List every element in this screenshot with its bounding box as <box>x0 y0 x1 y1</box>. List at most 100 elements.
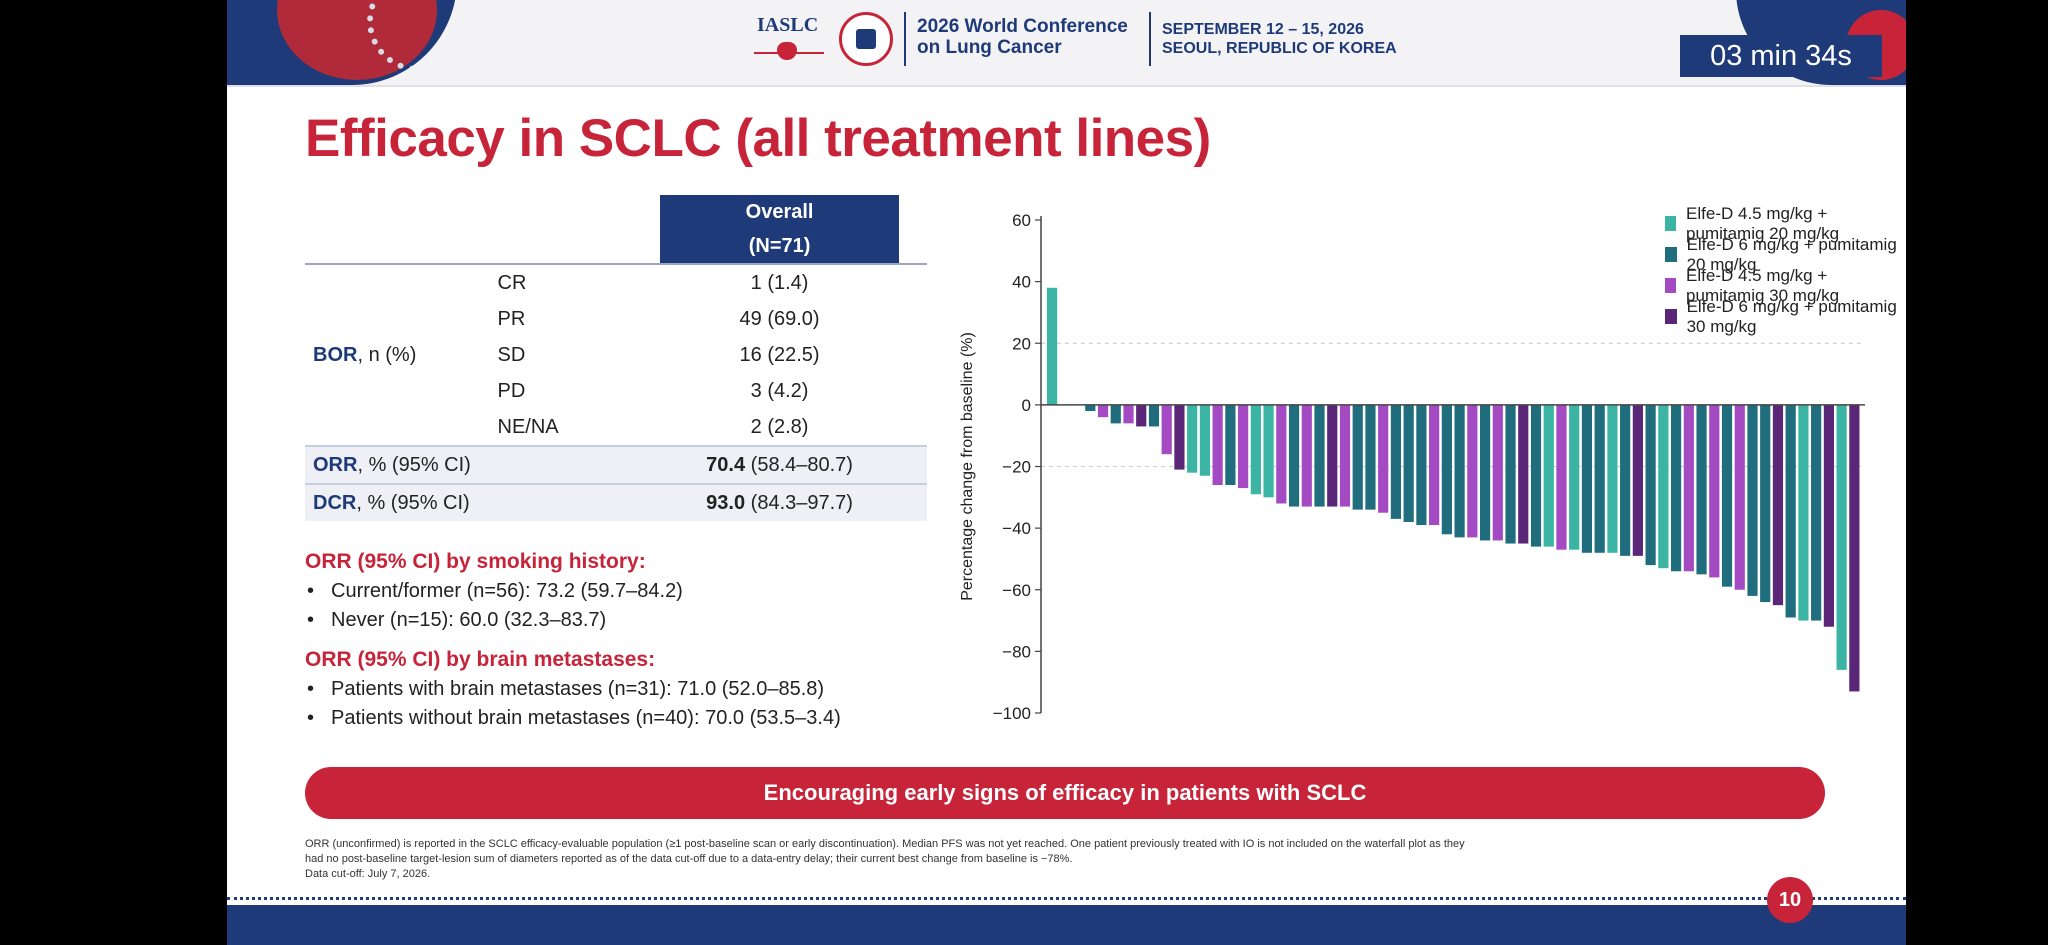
list-item: Patients without brain metastases (n=40)… <box>307 707 841 730</box>
header-divider <box>1149 12 1151 66</box>
slide-title: Efficacy in SCLC (all treatment lines) <box>305 109 1211 168</box>
waterfall-bar <box>1581 404 1593 553</box>
table-cell: SD <box>497 343 526 366</box>
smoking-heading: ORR (95% CI) by smoking history: <box>305 550 646 573</box>
legend-label: Elfe-D 4.5 mg/kg + pumitamig 20 mg/kg <box>1686 203 1840 243</box>
waterfall-bar <box>1811 404 1822 621</box>
footnote-line: ORR (unconfirmed) is reported in the SCL… <box>305 838 1465 850</box>
waterfall-bar <box>1607 404 1618 553</box>
conference-name-line2: on Lung Cancer <box>917 37 1062 58</box>
waterfall-bar <box>1097 404 1109 418</box>
table-cell: NE/NA <box>497 415 559 438</box>
conference-location: SEOUL, REPUBLIC OF KOREA <box>1162 40 1397 57</box>
waterfall-bar <box>1225 404 1236 485</box>
y-tick-label: −40 <box>1002 519 1031 538</box>
table-row: BOR, n (%) CR 1 (1.4) <box>305 263 927 446</box>
conference-seal-icon <box>839 12 893 66</box>
legend-swatch <box>1665 247 1677 262</box>
chart-legend: Elfe-D 4.5 mg/kg + pumitamig 20 mg/kg El… <box>1665 204 1906 336</box>
y-axis-label: Percentage change from baseline (%) <box>959 332 976 601</box>
key-message-banner: Encouraging early signs of efficacy in p… <box>305 767 1825 819</box>
waterfall-bar <box>1378 404 1389 513</box>
conference-date-line1: SEPTEMBER 12 – 15, 2026 <box>1162 21 1364 38</box>
waterfall-bar <box>1479 404 1491 541</box>
table-cell: PD <box>497 379 526 402</box>
table-cell: PR <box>497 307 526 330</box>
waterfall-bar <box>1339 404 1351 507</box>
waterfall-bar <box>1454 404 1465 538</box>
column-header-line1: Overall <box>745 201 814 223</box>
waterfall-bar <box>1403 404 1414 522</box>
waterfall-bar <box>1199 404 1210 476</box>
legend-item: Elfe-D 6 mg/kg + pumitamig 20 mg/kg <box>1665 235 1906 274</box>
iaslc-logo-text: IASLC <box>757 14 819 36</box>
waterfall-bar <box>1785 404 1796 618</box>
list-item: Never (n=15): 60.0 (32.3–83.7) <box>307 609 606 632</box>
waterfall-bar <box>1123 404 1134 424</box>
waterfall-bar <box>1645 404 1656 566</box>
waterfall-bar <box>1569 404 1580 550</box>
table-cell: CR <box>497 263 660 301</box>
dcr-label: DCR, % (95% CI) <box>305 483 660 521</box>
orr-row: ORR, % (95% CI) 70.4 (58.4–80.7) <box>305 445 927 484</box>
waterfall-bar <box>1670 404 1682 572</box>
waterfall-bar <box>1492 404 1503 541</box>
waterfall-bar <box>1467 404 1478 538</box>
table-header-row: Overall (N=71) <box>305 195 927 264</box>
waterfall-chart: 60 40 20 0 −20 −40 −60 −80 −100 Percentage change… <box>959 211 1865 723</box>
y-tick-label: 20 <box>1012 334 1031 353</box>
waterfall-bar <box>1136 404 1147 427</box>
orr-label: ORR, % (95% CI) <box>305 445 660 484</box>
data-cutoff: Data cut-off: July 7, 2026. <box>305 868 431 880</box>
column-header-line2: (N=71) <box>748 235 811 257</box>
footnote-line: had no post-baseline target-lesion sum o… <box>305 853 1073 865</box>
slide: IASLC 2026 World Conference on Lung Canc… <box>227 0 1906 945</box>
y-tick-label: 60 <box>1012 211 1031 230</box>
lung-icon <box>777 42 797 60</box>
y-tick-label: −20 <box>1002 458 1031 477</box>
column-header-overall: Overall (N=71) <box>659 195 900 264</box>
footer-band <box>227 905 1906 945</box>
waterfall-bar <box>1365 404 1376 510</box>
y-tick-label: 40 <box>1012 273 1031 292</box>
legend-item: Elfe-D 4.5 mg/kg + pumitamig 20 mg/kg <box>1665 204 1906 243</box>
waterfall-bar <box>1798 404 1809 621</box>
waterfall-bar <box>1187 404 1198 473</box>
table-cell: 49 (69.0) <box>739 307 820 330</box>
waterfall-bar <box>1683 404 1694 572</box>
waterfall-bar <box>1530 404 1542 547</box>
waterfall-bar <box>1250 404 1261 495</box>
waterfall-bar <box>1390 404 1402 519</box>
y-tick-label: −80 <box>1002 642 1031 661</box>
efficacy-table: Overall (N=71) BOR, n (%) CR 1 (1.4) PR … <box>305 195 927 521</box>
waterfall-bar <box>1327 404 1338 507</box>
table-row: PD 3 (4.2) <box>305 373 927 409</box>
y-tick-label: −100 <box>993 704 1031 723</box>
y-tick-label: −60 <box>1002 581 1031 600</box>
footnote: ORR (unconfirmed) is reported in the SCL… <box>305 837 1825 882</box>
legend-label: Elfe-D 4.5 mg/kg + pumitamig 30 mg/kg <box>1686 265 1840 305</box>
table-row: SD 16 (22.5) <box>305 337 927 373</box>
waterfall-bar <box>1696 404 1707 575</box>
legend-swatch <box>1665 216 1677 231</box>
waterfall-bar <box>1352 404 1363 510</box>
waterfall-bar <box>1658 404 1669 569</box>
legend-item: Elfe-D 6 mg/kg + pumitamig 30 mg/kg <box>1665 297 1906 336</box>
table-row: NE/NA 2 (2.8) <box>305 409 927 446</box>
legend-label: Elfe-D 6 mg/kg + pumitamig 20 mg/kg <box>1686 234 1897 274</box>
waterfall-bar <box>1416 404 1427 526</box>
waterfall-bar <box>1823 404 1834 627</box>
conference-name: 2026 World Conference on Lung Cancer <box>917 16 1128 58</box>
legend-swatch <box>1665 278 1677 293</box>
orr-value: 70.4 (58.4–80.7) <box>659 445 900 484</box>
brain-heading: ORR (95% CI) by brain metastases: <box>305 648 656 671</box>
dcr-row: DCR, % (95% CI) 93.0 (84.3–97.7) <box>305 483 927 521</box>
waterfall-bar <box>1047 287 1058 405</box>
waterfall-bar <box>1709 404 1720 578</box>
conference-date: SEPTEMBER 12 – 15, 2026 SEOUL, REPUBLIC … <box>1162 20 1397 58</box>
list-item: Current/former (n=56): 73.2 (59.7–84.2) <box>307 580 683 603</box>
list-item: Patients with brain metastases (n=31): 7… <box>307 678 824 701</box>
waterfall-bar <box>1594 404 1605 553</box>
legend-item: Elfe-D 4.5 mg/kg + pumitamig 30 mg/kg <box>1665 266 1906 305</box>
waterfall-bar <box>1772 404 1784 606</box>
